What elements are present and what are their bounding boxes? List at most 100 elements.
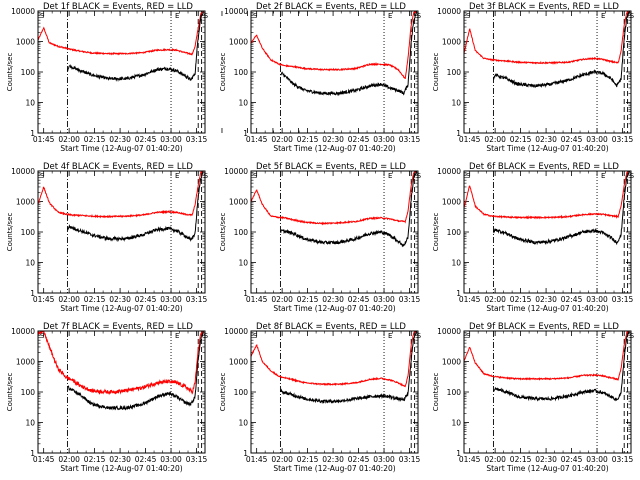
x-axis-label: Start Time (12-Aug-07 01:40:20) (60, 464, 182, 473)
x-tick-label: 02:45 (135, 135, 157, 144)
plot-frame (37, 330, 206, 454)
y-tick-label: 1000 (442, 358, 461, 367)
x-axis-label: Start Time (12-Aug-07 01:40:20) (60, 304, 182, 313)
x-tick-label: 02:00 (271, 295, 293, 304)
panel-title: Det 1f BLACK = Events, RED = LLD (43, 2, 193, 12)
x-tick-label: 02:30 (322, 135, 344, 144)
x-tick-label: 03:15 (612, 135, 634, 144)
x-tick-label: 01:45 (33, 455, 55, 464)
x-tick-label: 02:00 (271, 135, 293, 144)
x-tick-label: 01:45 (459, 455, 481, 464)
x-tick-label: 03:00 (373, 295, 395, 304)
corner-label: S (40, 12, 45, 20)
y-tick-label: 10 (451, 259, 461, 268)
y-tick-label: 1 (30, 129, 35, 138)
corner-label: S (417, 172, 422, 180)
corner-label: S (204, 332, 209, 340)
corner-label: S (253, 12, 258, 20)
x-tick-label: 03:00 (373, 455, 395, 464)
x-tick-label: 03:15 (399, 455, 421, 464)
y-tick-label: 10000 (224, 327, 248, 336)
panel-det-3f: Det 3f BLACK = Events, RED = LLD 1 10 100 10… (432, 2, 635, 153)
x-tick-label: 02:30 (535, 295, 557, 304)
x-tick-label: 02:00 (58, 295, 80, 304)
y-tick-label: 1 (30, 289, 35, 298)
x-tick-label: 02:45 (561, 295, 583, 304)
y-axis-label: Counts/sec (6, 373, 14, 412)
y-axis-label: Counts/sec (219, 213, 227, 252)
panel-title: Det 7f BLACK = Events, RED = LLD (43, 322, 193, 332)
corner-label: S (40, 332, 45, 340)
corner-label: E (601, 172, 605, 180)
panel-det-2f: Det 2f BLACK = Events, RED = LLD 1 10 100 10… (219, 2, 422, 153)
panel-det-9f: Det 9f BLACK = Events, RED = LLD 1 10 100 10… (432, 322, 635, 473)
y-tick-label: 1 (243, 129, 248, 138)
corner-label: S (417, 332, 422, 340)
y-tick-label: 1000 (229, 198, 248, 207)
y-tick-label: 100 (234, 388, 249, 397)
y-tick-label: 10000 (437, 7, 461, 16)
corner-label: S (630, 172, 635, 180)
y-tick-label: 1000 (442, 198, 461, 207)
x-tick-label: 02:00 (484, 135, 506, 144)
y-tick-label: 10 (25, 419, 35, 428)
y-tick-label: 1000 (16, 38, 35, 47)
x-tick-label: 03:15 (612, 295, 634, 304)
x-axis-label: Start Time (12-Aug-07 01:40:20) (60, 144, 182, 153)
x-tick-label: 03:15 (399, 135, 421, 144)
plot-frame (463, 10, 632, 134)
x-tick-label: 02:45 (561, 455, 583, 464)
series-events-black (280, 171, 418, 248)
corner-label: S (253, 332, 258, 340)
y-tick-label: 10000 (437, 167, 461, 176)
panel-det-1f: Det 1f BLACK = Events, RED = LLD11010010… (6, 2, 299, 153)
corner-label: S (630, 12, 635, 20)
y-axis-label: Counts/sec (219, 53, 227, 92)
x-tick-label: 03:15 (186, 295, 208, 304)
plot-frame (37, 10, 206, 134)
x-tick-label: 01:45 (33, 135, 55, 144)
x-tick-label: 03:15 (612, 455, 634, 464)
y-axis-label: Counts/sec (432, 373, 440, 412)
x-tick-label: 03:00 (160, 455, 182, 464)
y-tick-label: 10 (238, 99, 248, 108)
corner-label: S (630, 332, 635, 340)
panel-det-7f: Det 7f BLACK = Events, RED = LLD 1 10 100 10… (6, 322, 209, 473)
plot-frame (37, 170, 206, 294)
x-axis-label: Start Time (12-Aug-07 01:40:20) (486, 304, 608, 313)
x-tick-label: 03:00 (160, 295, 182, 304)
series-events-black (67, 331, 205, 411)
data-series-group (38, 171, 205, 243)
corner-label: E (388, 12, 392, 20)
x-tick-label: 01:45 (246, 295, 268, 304)
y-tick-label: 10000 (224, 7, 248, 16)
y-tick-label: 100 (21, 68, 36, 77)
data-series-group (251, 171, 418, 248)
x-axis-label: Start Time (12-Aug-07 01:40:20) (273, 464, 395, 473)
y-tick-label: 100 (21, 228, 36, 237)
series-events-black (280, 331, 418, 405)
y-tick-label: 100 (234, 68, 249, 77)
y-axis-label: Counts/sec (432, 213, 440, 252)
y-tick-label: 10000 (224, 167, 248, 176)
x-tick-label: 02:00 (484, 455, 506, 464)
series-events-black (493, 331, 630, 402)
y-tick-label: 1 (456, 289, 461, 298)
x-tick-label: 02:00 (271, 455, 293, 464)
panel-title: Det 5f BLACK = Events, RED = LLD (256, 162, 406, 172)
x-tick-label: 03:00 (160, 135, 182, 144)
panel-title: Det 8f BLACK = Events, RED = LLD (256, 322, 406, 332)
corner-label: S (204, 172, 209, 180)
y-axis-label: Counts/sec (6, 213, 14, 252)
x-tick-label: 02:45 (135, 295, 157, 304)
y-tick-label: 10000 (11, 167, 35, 176)
series-events-black (493, 11, 631, 89)
x-tick-label: 03:00 (373, 135, 395, 144)
x-tick-label: 01:45 (459, 295, 481, 304)
corner-label: E (175, 172, 179, 180)
series-events-black (67, 11, 204, 82)
x-tick-label: 02:15 (297, 295, 319, 304)
corner-label: S (40, 172, 45, 180)
x-tick-label: 02:30 (535, 455, 557, 464)
